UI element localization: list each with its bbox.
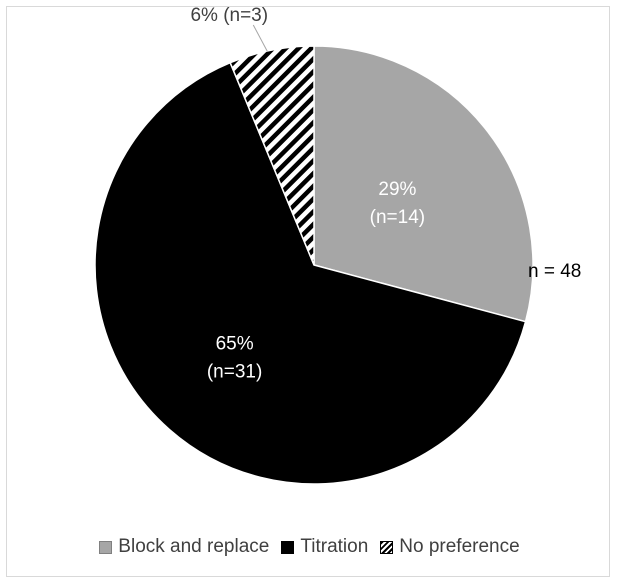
legend-swatch-no-preference: [380, 540, 394, 554]
slice-label-titration-count: (n=31): [207, 362, 262, 383]
leader-line: [252, 24, 268, 52]
legend-item-no-preference: No preference: [380, 536, 520, 558]
legend-swatch-titration: [281, 540, 295, 554]
pie-slice-titration: [94, 61, 527, 485]
legend-label: Block and replace: [118, 536, 270, 557]
slice-label-titration-percent: 65%: [216, 334, 254, 355]
slice-label-no-preference: 6% (n=3): [190, 5, 268, 26]
legend-label: Titration: [300, 536, 369, 557]
legend-label: No preference: [399, 536, 520, 557]
legend: Block and replace Titration No preferenc…: [0, 536, 619, 558]
legend-item-block-and-replace: Block and replace: [99, 536, 269, 558]
slice-label-block-and-replace-percent: 29%: [378, 179, 416, 200]
legend-swatch-block-and-replace: [99, 540, 113, 554]
pie-slice-block-and-replace: [313, 45, 534, 323]
total-label: n = 48: [528, 261, 581, 282]
slice-label-block-and-replace-count: (n=14): [370, 207, 425, 228]
pie-slice-no-preference: [229, 45, 315, 266]
legend-item-titration: Titration: [281, 536, 368, 558]
